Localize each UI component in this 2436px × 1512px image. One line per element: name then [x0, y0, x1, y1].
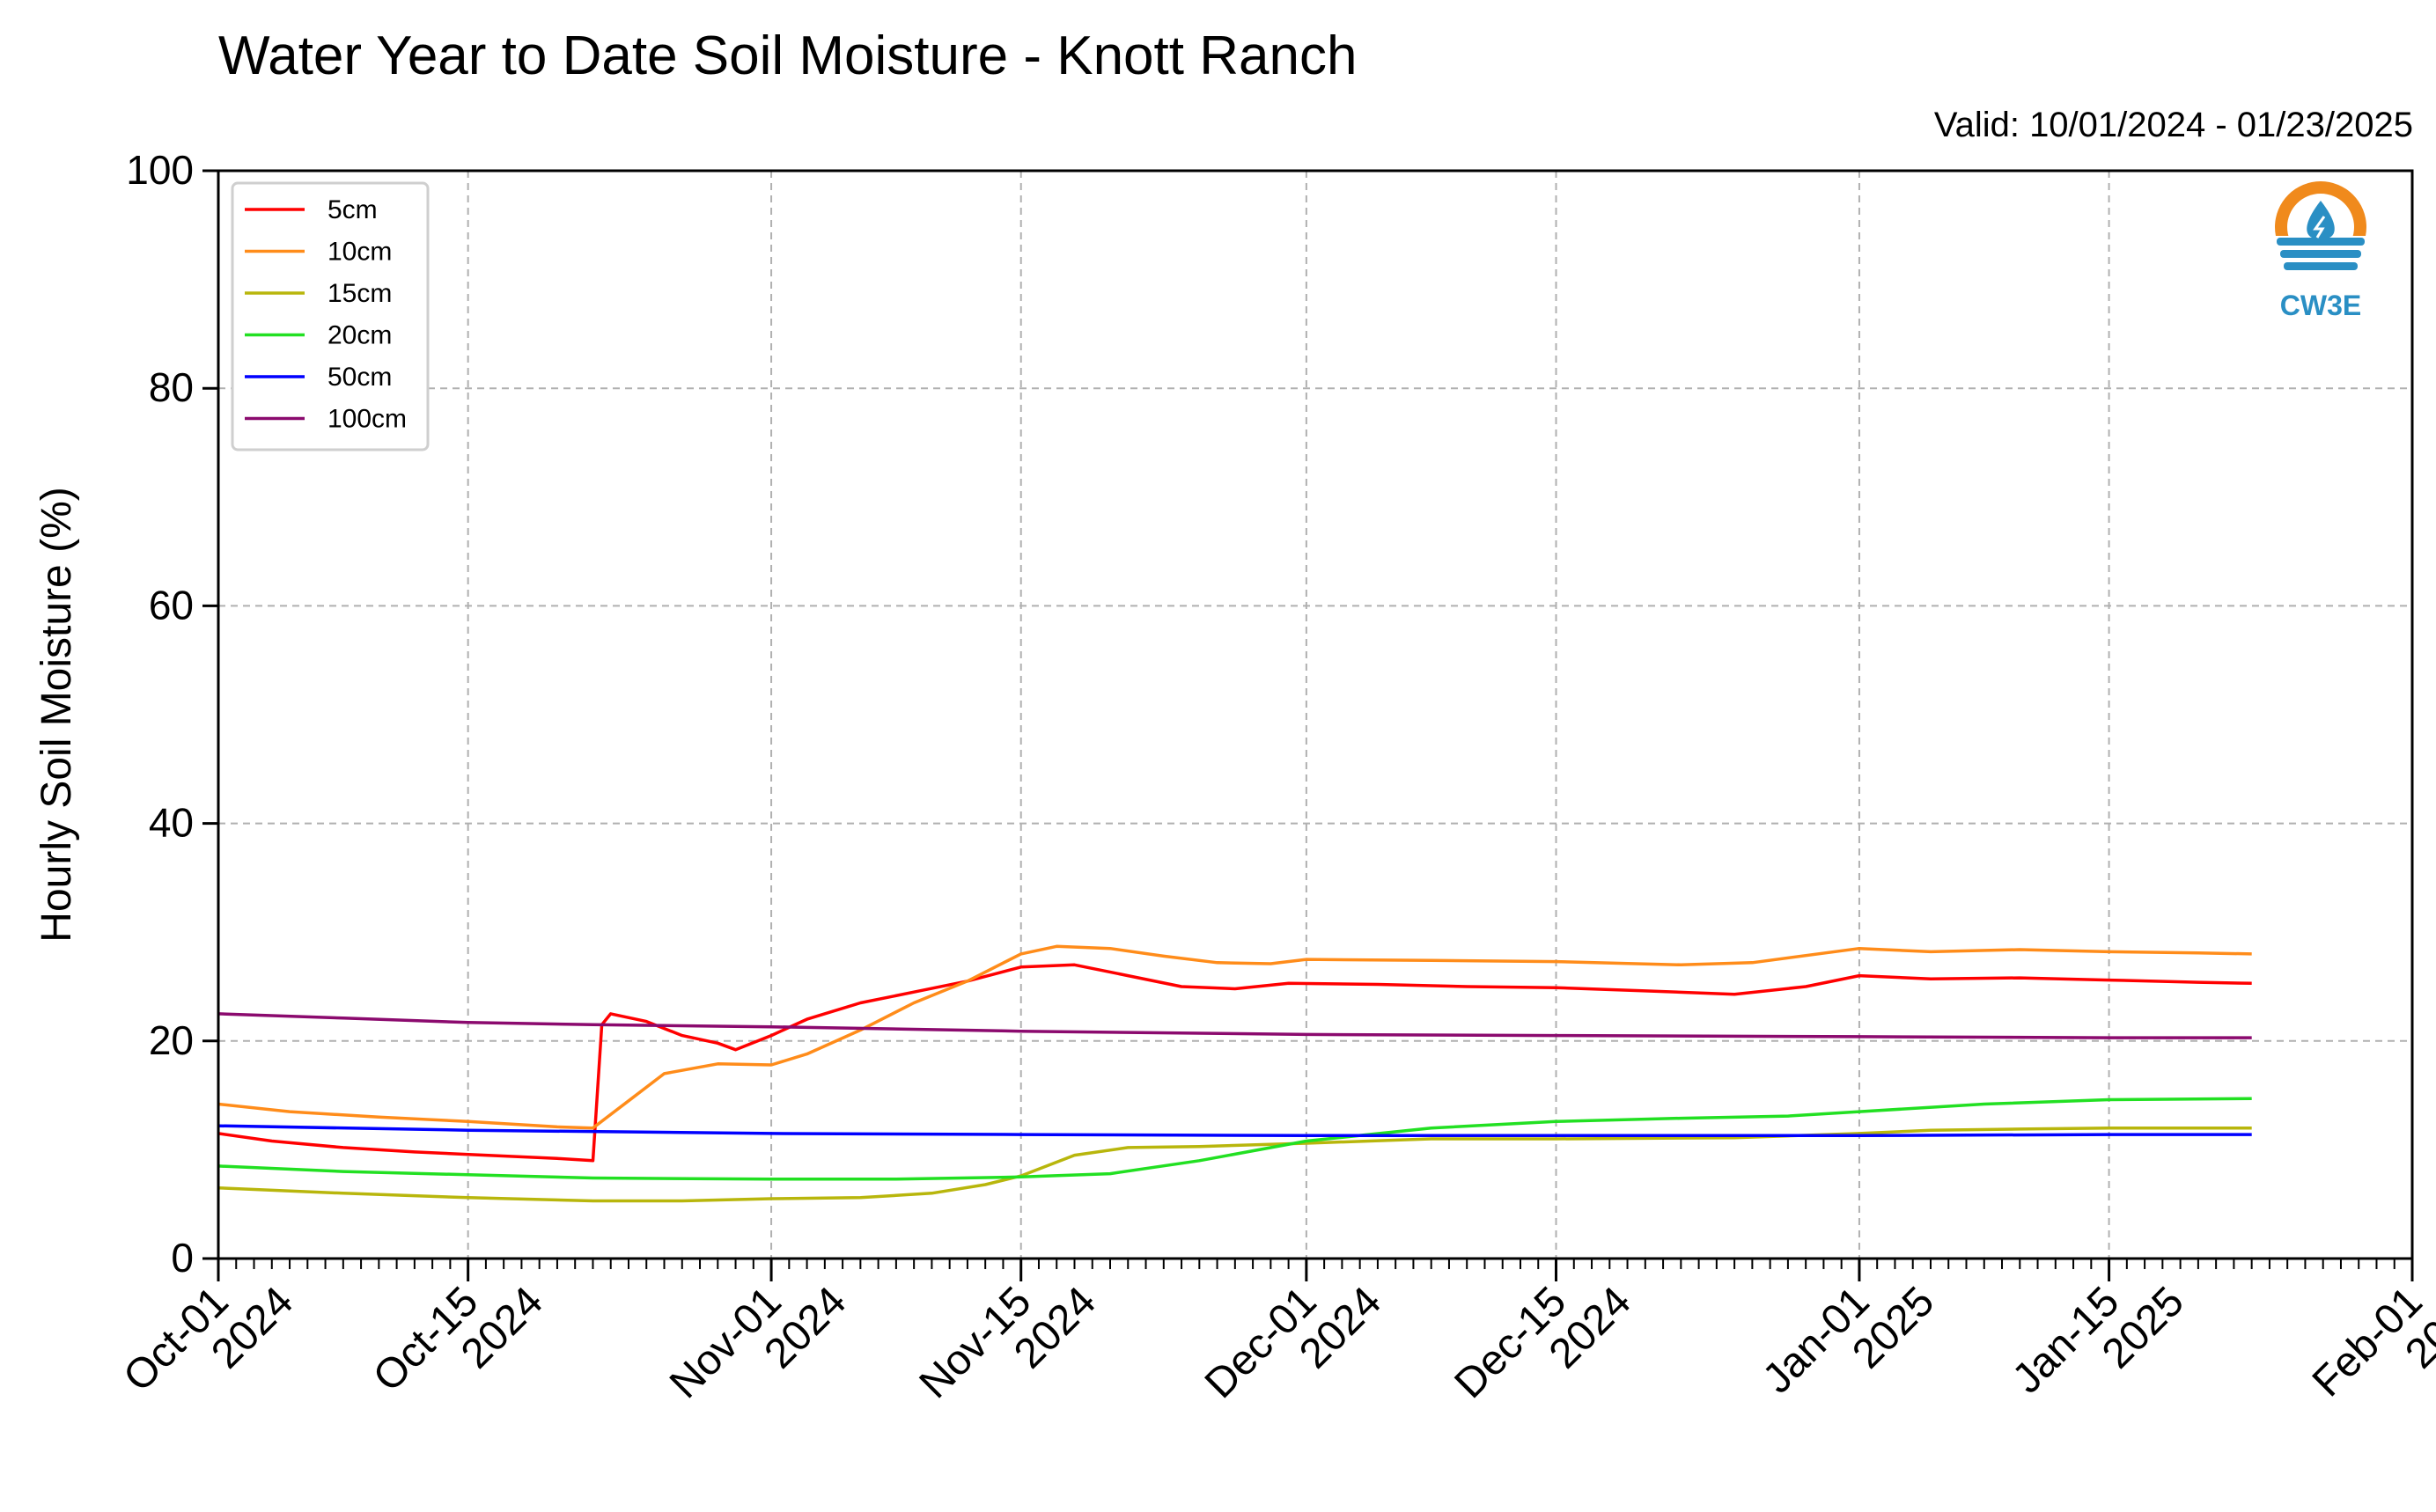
y-tick-label: 60 — [149, 582, 194, 628]
y-tick-label: 100 — [126, 147, 194, 193]
logo-wave — [2280, 250, 2361, 258]
legend-label: 50cm — [327, 363, 392, 392]
y-axis-label: Hourly Soil Moisture (%) — [33, 487, 80, 942]
series-line-10cm — [217, 944, 2252, 1130]
logo-text: CW3E — [2280, 290, 2361, 321]
series-line-20cm — [217, 1097, 2252, 1181]
x-tick-label: Dec-152024 — [1446, 1246, 1639, 1440]
x-tick-label: Jan-012025 — [1754, 1246, 1943, 1435]
legend-label: 10cm — [327, 238, 392, 267]
x-tick-label: Feb-012025 — [2304, 1246, 2436, 1439]
x-tick-label: Nov-012024 — [661, 1246, 855, 1440]
legend-label: 5cm — [327, 195, 378, 224]
y-tick-label: 0 — [171, 1235, 194, 1281]
axes-frame — [217, 169, 2414, 1260]
series-line-100cm — [217, 1012, 2252, 1039]
y-tick-label: 40 — [149, 800, 194, 846]
x-tick-label: Jan-152025 — [2004, 1246, 2193, 1435]
y-tick-label: 20 — [149, 1017, 194, 1063]
chart-title: Water Year to Date Soil Moisture - Knott… — [218, 26, 1358, 86]
series-line-5cm — [217, 963, 2252, 1163]
legend-label: 20cm — [327, 321, 392, 350]
x-tick-label: Oct-012024 — [114, 1246, 302, 1434]
series-line-15cm — [217, 1126, 2252, 1203]
legend-label: 15cm — [327, 279, 392, 308]
series-line-50cm — [217, 1124, 2252, 1138]
x-tick-label: Nov-152024 — [911, 1246, 1105, 1440]
x-tick-label: Oct-152024 — [364, 1246, 552, 1434]
logo-wave — [2277, 238, 2365, 246]
logo-bolt-icon — [2313, 216, 2326, 239]
valid-date-range: Valid: 10/01/2024 - 01/23/2025 — [1933, 106, 2413, 144]
legend-label: 100cm — [327, 405, 407, 434]
y-tick-label: 80 — [149, 364, 194, 410]
logo-wave — [2284, 262, 2358, 270]
x-tick-label: Dec-012024 — [1196, 1246, 1390, 1440]
